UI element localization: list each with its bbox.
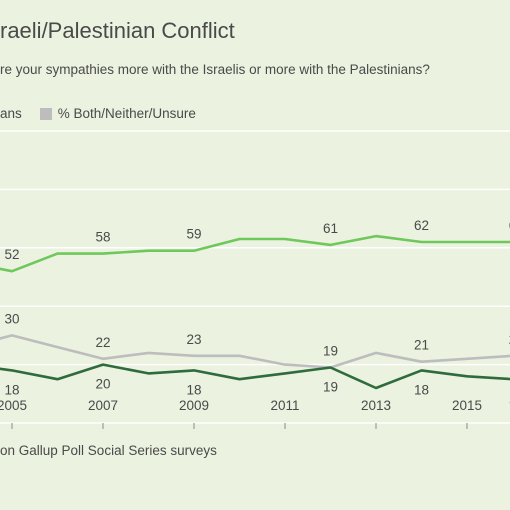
series-line-palestinians [0, 363, 510, 390]
x-tick-label-2009: 2009 [179, 398, 209, 413]
x-tick-label-2005: 2005 [0, 398, 27, 413]
legend-swatch-both [39, 107, 52, 120]
x-tick-label-2015: 2015 [452, 398, 482, 413]
data-label-israelis-2012: 61 [323, 221, 338, 236]
data-label-israelis-2005: 52 [4, 247, 19, 262]
data-label-israelis-2007: 58 [95, 230, 110, 245]
series-line-both [0, 334, 510, 369]
x-tick-label-2011: 2011 [270, 398, 299, 413]
legend: ans % Both/Neither/Unsure [0, 106, 196, 121]
data-label-israelis-2014: 62 [414, 218, 429, 233]
data-label-both-2012: 19 [323, 344, 338, 359]
chart-title: raeli/Palestinian Conflict [0, 18, 235, 43]
data-label-both-2007: 22 [95, 335, 110, 350]
data-label-palestinians-2007: 20 [95, 377, 110, 392]
x-tick-label-2007: 2007 [88, 398, 118, 413]
data-label-israelis-2009: 59 [186, 227, 201, 242]
data-label-both-2016: 2 [509, 332, 510, 347]
data-label-palestinians-2005: 18 [4, 382, 19, 397]
legend-item-both-label: % Both/Neither/Unsure [57, 106, 196, 121]
survey-question: re your sympathies more with the Israeli… [0, 62, 430, 77]
data-label-both-2014: 21 [414, 338, 429, 353]
series-line-israelis [0, 234, 510, 273]
data-label-both-2009: 23 [186, 332, 201, 347]
x-tick-label-2013: 2013 [361, 398, 391, 413]
legend-item-palestinians-label: ans [0, 106, 22, 121]
data-label-palestinians-2012: 19 [323, 380, 338, 395]
data-label-palestinians-2009: 18 [186, 382, 201, 397]
data-label-palestinians-2016: 1 [509, 391, 510, 406]
source-note: on Gallup Poll Social Series surveys [0, 443, 217, 458]
data-label-israelis-2016: 6 [509, 218, 510, 233]
data-label-both-2005: 30 [4, 311, 19, 326]
data-label-palestinians-2014: 18 [414, 382, 429, 397]
